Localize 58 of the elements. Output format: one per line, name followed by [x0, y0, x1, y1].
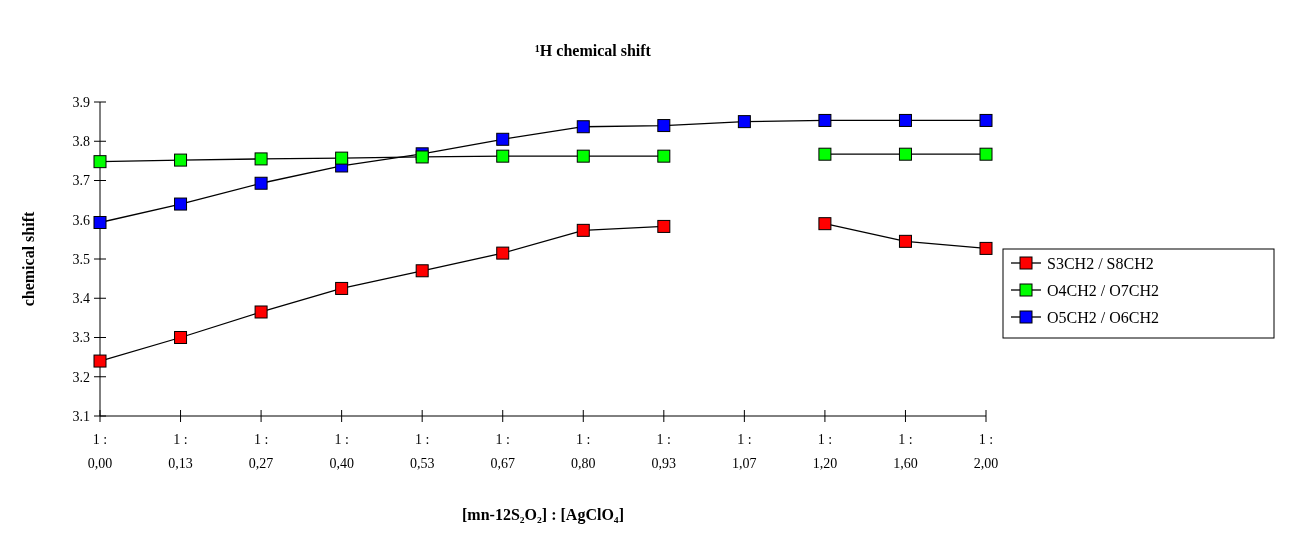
point	[335, 151, 349, 165]
point	[898, 234, 912, 248]
y-tick-label: 3.8	[72, 134, 90, 150]
point	[174, 331, 188, 344]
x-tick-label: 1 : 0,13	[168, 432, 193, 471]
point	[576, 149, 590, 163]
y-tick-label: 3.2	[72, 369, 90, 385]
point	[979, 113, 993, 127]
y-tick-label: 3.9	[72, 94, 90, 110]
y-tick-label: 3.6	[72, 212, 90, 228]
point	[818, 217, 832, 231]
x-tick-label: 1 : 1,60	[893, 432, 918, 471]
point	[415, 264, 429, 278]
point	[93, 155, 107, 169]
x-tick-label: 1 : 2,00	[973, 432, 999, 471]
y-tick-label: 3.7	[72, 173, 90, 189]
point	[657, 119, 671, 133]
point	[898, 147, 912, 161]
point	[576, 223, 590, 237]
chart-title: ¹H chemical shift	[535, 42, 652, 59]
x-tick-label: 1 : 0,93	[651, 432, 677, 471]
point	[496, 132, 510, 146]
x-tick-label: 1 : 0,80	[571, 432, 596, 471]
x-tick-label: 1 : 0,40	[329, 432, 354, 471]
point	[174, 153, 188, 167]
x-tick-label: 1 : 1,20	[812, 432, 838, 471]
y-tick-label: 3.4	[72, 291, 90, 307]
legend-label: O5CH2 / O6CH2	[1047, 308, 1160, 326]
legend-label: S3CH2 / S8CH2	[1047, 254, 1154, 272]
point	[818, 113, 832, 127]
point	[174, 197, 188, 211]
point	[254, 176, 268, 190]
point	[818, 147, 832, 161]
point	[93, 216, 107, 229]
x-tick-label: 1 : 0,67	[490, 432, 515, 471]
point	[657, 219, 671, 233]
point	[898, 113, 912, 127]
x-tick-label: 1 : 0,53	[409, 432, 435, 471]
point	[496, 149, 510, 163]
point	[254, 152, 268, 166]
point	[93, 354, 107, 368]
y-tick-label: 3.5	[72, 251, 90, 267]
y-tick-label: 3.3	[72, 330, 90, 346]
point	[496, 246, 510, 260]
x-axis-title: [mn-12S₂O₂] : [AgClO₄]	[462, 506, 624, 524]
point	[979, 241, 993, 255]
x-tick-label: 1 : 1,07	[732, 432, 757, 471]
point	[737, 115, 751, 129]
y-axis-title: chemical shift	[20, 211, 37, 307]
point	[979, 147, 993, 161]
point	[335, 281, 349, 295]
x-tick-label: 1 : 0,27	[248, 432, 274, 471]
point	[657, 149, 671, 163]
point	[576, 120, 590, 134]
point	[254, 305, 268, 319]
legend-label: O4CH2 / O7CH2	[1047, 281, 1160, 299]
y-tick-label: 3.1	[72, 408, 90, 424]
x-tick-label: 1 : 0,00	[87, 432, 113, 471]
